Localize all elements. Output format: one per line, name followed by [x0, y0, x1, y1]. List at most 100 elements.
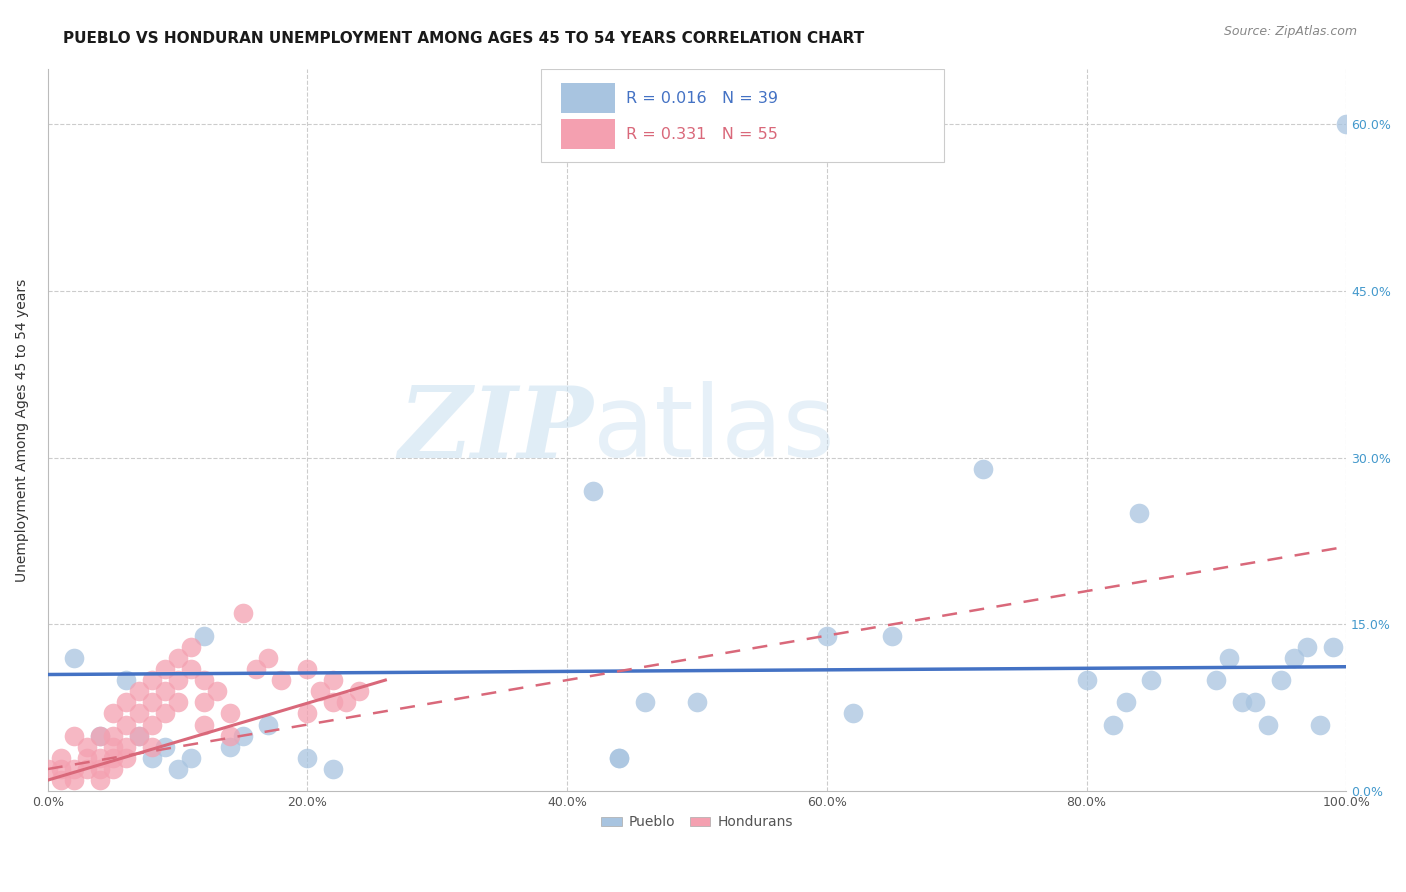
Point: [62, 773, 84, 788]
Point: [297, 751, 319, 765]
Point: [114, 717, 136, 731]
Point: [1232, 695, 1254, 709]
Point: [1101, 717, 1123, 731]
Point: [180, 640, 202, 654]
Point: [607, 751, 630, 765]
Point: [153, 662, 176, 676]
Point: [607, 751, 630, 765]
Point: [322, 762, 344, 776]
Point: [322, 695, 344, 709]
Point: [89, 751, 111, 765]
Point: [76, 751, 98, 765]
Point: [141, 751, 163, 765]
Point: [128, 729, 150, 743]
Point: [842, 706, 865, 721]
Point: [114, 751, 136, 765]
Point: [153, 706, 176, 721]
Text: R = 0.331   N = 55: R = 0.331 N = 55: [626, 127, 778, 142]
Text: R = 0.016   N = 39: R = 0.016 N = 39: [626, 91, 778, 105]
Point: [245, 662, 267, 676]
Point: [62, 650, 84, 665]
Point: [1257, 717, 1279, 731]
Point: [49, 751, 72, 765]
Point: [166, 650, 188, 665]
Point: [49, 773, 72, 788]
Point: [1296, 640, 1319, 654]
Point: [128, 729, 150, 743]
Point: [297, 662, 319, 676]
Point: [101, 729, 124, 743]
Point: [1115, 695, 1137, 709]
Point: [231, 729, 253, 743]
Point: [89, 729, 111, 743]
Point: [1270, 673, 1292, 687]
Point: [815, 629, 838, 643]
Point: [101, 751, 124, 765]
Point: [141, 717, 163, 731]
Point: [49, 762, 72, 776]
Point: [141, 695, 163, 709]
Point: [141, 673, 163, 687]
Point: [1205, 673, 1227, 687]
FancyBboxPatch shape: [541, 69, 943, 162]
Point: [89, 773, 111, 788]
Point: [101, 739, 124, 754]
Point: [166, 695, 188, 709]
Point: [89, 729, 111, 743]
Point: [1336, 117, 1358, 131]
Point: [114, 739, 136, 754]
FancyBboxPatch shape: [561, 83, 616, 113]
Point: [193, 673, 215, 687]
Point: [257, 650, 280, 665]
Point: [205, 684, 228, 698]
Text: ZIP: ZIP: [398, 382, 593, 478]
Point: [114, 673, 136, 687]
Point: [62, 762, 84, 776]
Point: [89, 762, 111, 776]
Point: [335, 695, 357, 709]
Point: [218, 729, 240, 743]
Text: Source: ZipAtlas.com: Source: ZipAtlas.com: [1223, 25, 1357, 38]
Point: [309, 684, 332, 698]
Point: [153, 684, 176, 698]
Text: atlas: atlas: [593, 382, 835, 478]
Point: [349, 684, 371, 698]
Point: [76, 739, 98, 754]
Point: [686, 695, 709, 709]
Legend: Pueblo, Hondurans: Pueblo, Hondurans: [596, 810, 799, 835]
Y-axis label: Unemployment Among Ages 45 to 54 years: Unemployment Among Ages 45 to 54 years: [15, 278, 30, 582]
Point: [101, 762, 124, 776]
Point: [193, 695, 215, 709]
Point: [1140, 673, 1163, 687]
Point: [193, 717, 215, 731]
Point: [1244, 695, 1267, 709]
Point: [153, 739, 176, 754]
Point: [62, 729, 84, 743]
Point: [166, 673, 188, 687]
Point: [166, 762, 188, 776]
Point: [101, 706, 124, 721]
Point: [270, 673, 292, 687]
Point: [634, 695, 657, 709]
Point: [180, 751, 202, 765]
Point: [180, 662, 202, 676]
Point: [76, 762, 98, 776]
Point: [582, 484, 605, 499]
Point: [193, 629, 215, 643]
Point: [1309, 717, 1331, 731]
Point: [297, 706, 319, 721]
Point: [322, 673, 344, 687]
Point: [128, 684, 150, 698]
Point: [1076, 673, 1098, 687]
Point: [141, 739, 163, 754]
Point: [37, 762, 59, 776]
Point: [218, 739, 240, 754]
Point: [114, 695, 136, 709]
Point: [1284, 650, 1306, 665]
Point: [128, 706, 150, 721]
Point: [231, 607, 253, 621]
Text: PUEBLO VS HONDURAN UNEMPLOYMENT AMONG AGES 45 TO 54 YEARS CORRELATION CHART: PUEBLO VS HONDURAN UNEMPLOYMENT AMONG AG…: [63, 31, 865, 46]
FancyBboxPatch shape: [561, 120, 616, 150]
Point: [1218, 650, 1240, 665]
Point: [1322, 640, 1344, 654]
